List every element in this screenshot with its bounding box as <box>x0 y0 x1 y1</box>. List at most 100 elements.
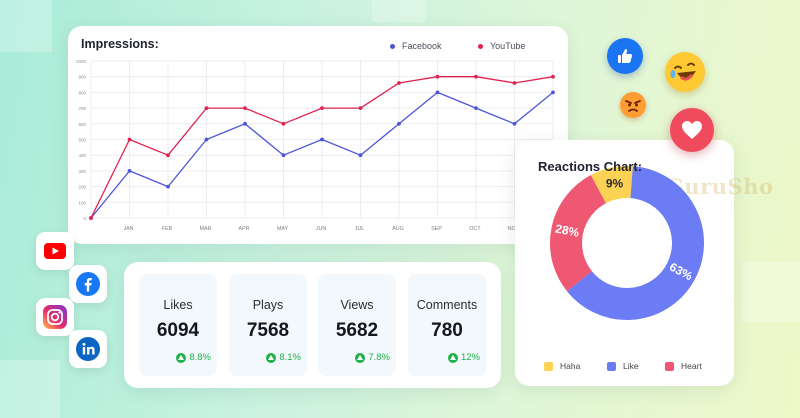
y-tick-label: 300 <box>78 169 86 174</box>
haha-swatch <box>544 361 553 371</box>
legend-youtube: YouTube <box>478 41 525 51</box>
laughing-face-glyph <box>670 62 696 81</box>
data-point-facebook <box>435 90 440 95</box>
stat-value: 5682 <box>335 320 379 341</box>
instagram-button[interactable] <box>36 298 74 336</box>
stat-change: 8.1% <box>266 352 301 363</box>
x-tick-label: JUN <box>316 226 326 232</box>
data-point-facebook <box>512 121 517 126</box>
x-tick-label: MAR <box>200 226 212 232</box>
y-tick-label: 700 <box>78 106 86 111</box>
stat-change-value: 12% <box>460 352 480 363</box>
y-tick-label: 600 <box>78 122 86 127</box>
x-tick-label: MAY <box>277 226 289 232</box>
data-point-youtube <box>89 216 93 220</box>
heart-glyph <box>682 121 702 139</box>
angry-face-glyph <box>625 100 641 112</box>
stat-likes: Likes 6094 8.8% <box>139 274 217 376</box>
instagram-icon <box>43 305 67 329</box>
data-point-facebook <box>127 169 132 173</box>
legend-facebook-label: Facebook <box>402 41 442 51</box>
y-tick-label: 800 <box>78 90 86 95</box>
data-point-youtube <box>281 121 286 126</box>
data-point-facebook <box>204 137 209 142</box>
legend-heart: Heart <box>665 361 702 371</box>
data-point-facebook <box>474 106 478 110</box>
data-point-youtube <box>435 74 440 79</box>
y-tick-label: 400 <box>78 153 86 158</box>
data-point-youtube <box>204 106 209 110</box>
data-point-youtube <box>243 106 247 110</box>
thumbs-up-glyph <box>618 49 633 63</box>
y-tick-label: 900 <box>78 75 86 80</box>
impressions-card: 0 100 200 300 400 500 600 700 800 900 1000 JAN FEB MA… <box>68 26 568 244</box>
reactions-card: GuruSho 9% 63% 28% Reactions Chart: Haha L… <box>515 140 773 386</box>
stat-change: 7.8% <box>355 352 390 363</box>
linkedin-icon <box>76 337 100 361</box>
legend-haha: Haha <box>544 361 580 371</box>
x-tick-label: OCT <box>469 226 481 232</box>
reactions-donut-chart: 9%63%28% <box>550 166 704 320</box>
data-point-youtube <box>166 153 170 158</box>
legend-like: Like <box>607 361 639 371</box>
stat-value: 780 <box>431 320 463 341</box>
donut-slice-haha <box>590 166 633 204</box>
x-tick-label: NOV <box>508 226 520 232</box>
arrow-up-icon <box>176 352 187 363</box>
y-tick-label: 1000 <box>76 59 87 64</box>
data-point-youtube <box>127 137 132 142</box>
donut-slice-like <box>567 166 704 320</box>
arrow-up-icon <box>447 352 458 363</box>
x-tick-label: JAN <box>123 226 133 232</box>
heart-icon <box>670 108 714 152</box>
data-point-youtube <box>551 74 555 79</box>
stat-views: Views 5682 7.8% <box>318 274 396 376</box>
heart-swatch <box>665 361 674 371</box>
stats-card: Likes 6094 8.8% Plays 7568 8.1% Views 56… <box>124 262 501 388</box>
stat-label: Comments <box>416 298 478 312</box>
youtube-legend-dot <box>478 43 483 49</box>
y-tick-label: 200 <box>78 185 86 190</box>
angry-emoji-icon <box>620 92 646 118</box>
y-tick-label: 500 <box>78 138 86 143</box>
data-point-youtube <box>358 106 363 110</box>
linkedin-button[interactable] <box>69 330 107 368</box>
stat-value: 7568 <box>246 320 290 341</box>
data-point-facebook <box>243 121 247 126</box>
data-point-youtube <box>474 74 478 79</box>
x-tick-label: AUG <box>392 226 403 232</box>
data-point-facebook <box>320 137 324 142</box>
youtube-button[interactable] <box>36 232 74 270</box>
background-tile <box>0 0 52 52</box>
stat-label: Likes <box>163 298 193 312</box>
x-tick-label: JUL <box>355 226 364 232</box>
data-point-facebook <box>397 121 401 126</box>
data-point-youtube <box>397 81 401 85</box>
data-point-facebook <box>551 90 555 95</box>
stat-plays: Plays 7568 8.1% <box>229 274 307 376</box>
x-tick-label: FEB <box>162 226 173 232</box>
data-point-youtube <box>512 81 517 85</box>
stat-change: 12% <box>447 352 480 363</box>
data-point-youtube <box>320 106 324 110</box>
reactions-title: Reactions Chart: <box>538 159 643 174</box>
laughing-emoji-icon <box>665 52 705 92</box>
legend-like-label: Like <box>623 361 639 371</box>
background-tile <box>742 262 800 322</box>
legend-youtube-label: YouTube <box>490 41 526 51</box>
stat-comments: Comments 780 12% <box>408 274 486 376</box>
y-tick-label: 0 <box>83 216 86 221</box>
slice-label-haha: 9% <box>606 176 624 190</box>
stat-change-value: 8.8% <box>189 352 211 363</box>
youtube-icon <box>44 243 66 259</box>
data-point-facebook <box>166 184 170 189</box>
facebook-button[interactable] <box>69 265 107 303</box>
legend-heart-label: Heart <box>681 361 702 371</box>
stat-change-value: 7.8% <box>368 352 390 363</box>
legend-facebook: Facebook <box>390 41 442 51</box>
x-tick-label: APR <box>239 226 250 232</box>
legend-haha-label: Haha <box>560 361 581 371</box>
arrow-up-icon <box>266 352 277 363</box>
facebook-icon <box>76 272 100 296</box>
slice-label-heart: 28% <box>554 221 581 240</box>
